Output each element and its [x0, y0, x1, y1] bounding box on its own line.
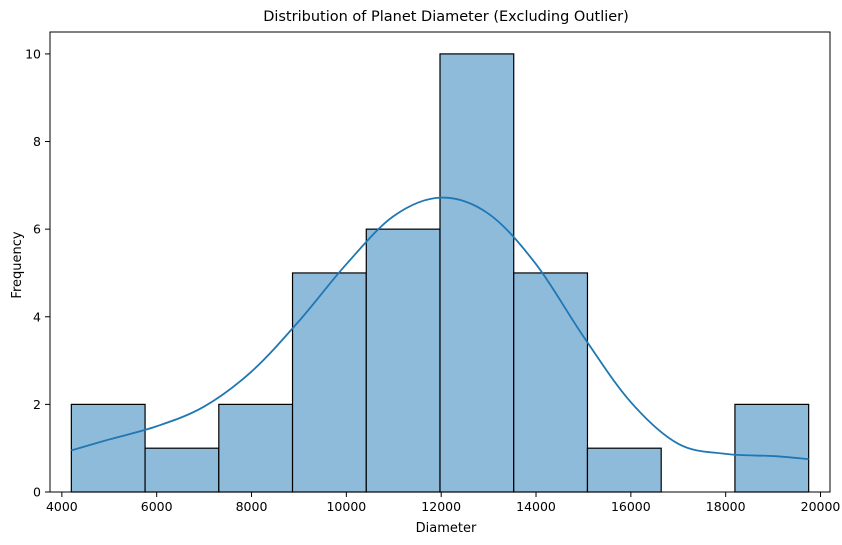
histogram-bar-2	[218, 403, 294, 493]
histogram-bar-3	[291, 272, 367, 493]
histogram-bar-7	[586, 447, 662, 493]
x-tick-label: 16000	[611, 499, 651, 514]
bars-group	[70, 53, 810, 493]
x-tick-label: 4000	[46, 499, 78, 514]
x-axis: 4000 6000 8000 10000 12000 14000 16000 18000 200…	[46, 492, 840, 514]
y-tick-label: 4	[33, 309, 41, 324]
y-tick-label: 10	[25, 46, 41, 61]
x-tick-label: 6000	[141, 499, 173, 514]
histogram-bar-1	[144, 447, 220, 493]
histogram-bar-4	[365, 228, 441, 493]
x-tick-label: 18000	[706, 499, 746, 514]
x-tick-label: 14000	[516, 499, 556, 514]
histogram-bar-6	[513, 272, 589, 493]
y-axis: 0 2 4 6 8 10	[25, 46, 50, 500]
y-tick-label: 6	[33, 222, 41, 237]
histogram-bar-0	[70, 403, 146, 493]
y-tick-label: 2	[33, 397, 41, 412]
x-tick-label: 12000	[421, 499, 461, 514]
y-tick-label: 0	[33, 485, 41, 500]
x-axis-label: Diameter	[416, 521, 477, 536]
y-tick-label: 8	[33, 134, 41, 149]
y-axis-label: Frequency	[10, 231, 25, 298]
histogram-bar-9	[734, 403, 810, 493]
x-tick-label: 10000	[326, 499, 366, 514]
x-tick-label: 20000	[801, 499, 841, 514]
kde-curve	[71, 196, 809, 461]
chart-title: Distribution of Planet Diameter (Excludi…	[263, 9, 629, 25]
x-tick-label: 8000	[236, 499, 268, 514]
plot-frame	[49, 31, 831, 493]
histogram-bar-5	[439, 53, 515, 493]
